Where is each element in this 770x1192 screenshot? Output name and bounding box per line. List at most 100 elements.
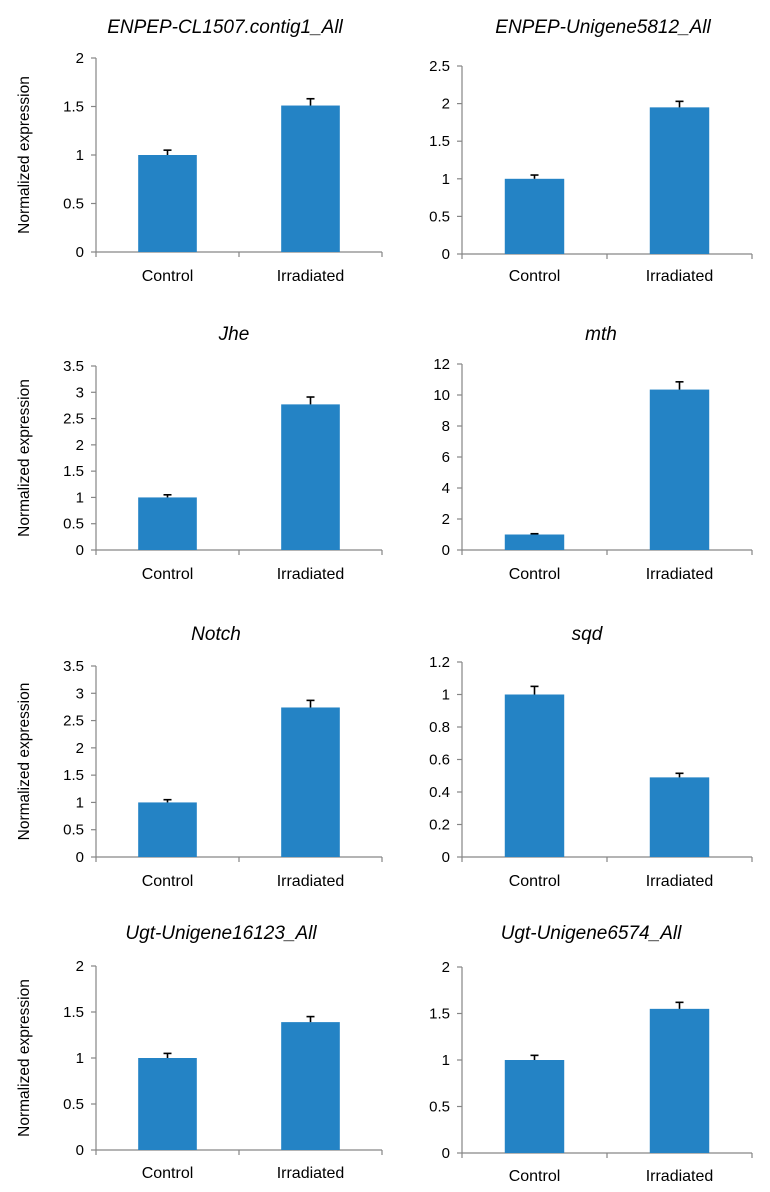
chart-title: Notch bbox=[191, 624, 241, 645]
bar-irradiated bbox=[649, 107, 710, 254]
y-tick-label: 0.5 bbox=[63, 822, 84, 839]
chart-title: ENPEP-Unigene5812_All bbox=[495, 17, 711, 38]
bar-irradiated bbox=[649, 1008, 710, 1153]
x-category-label: Control bbox=[142, 873, 194, 890]
bar-control bbox=[504, 178, 565, 254]
bar-irradiated bbox=[281, 404, 340, 550]
chart-title: Ugt-Unigene6574_All bbox=[501, 923, 682, 944]
y-tick-label: 2 bbox=[76, 50, 84, 67]
y-tick-label: 0.2 bbox=[429, 817, 450, 834]
bar-irradiated bbox=[281, 105, 340, 252]
y-tick-label: 8 bbox=[442, 418, 450, 435]
y-axis-label: Normalized expression bbox=[16, 379, 33, 537]
bar-control bbox=[138, 155, 197, 252]
y-tick-label: 0 bbox=[442, 246, 450, 263]
y-tick-label: 2 bbox=[76, 958, 84, 975]
y-tick-label: 2 bbox=[76, 740, 84, 757]
y-tick-label: 4 bbox=[442, 480, 450, 497]
x-category-label: Irradiated bbox=[277, 1165, 345, 1182]
bar-control bbox=[138, 1058, 197, 1150]
y-axis-label: Normalized expression bbox=[16, 76, 33, 234]
y-tick-label: 10 bbox=[433, 387, 450, 404]
y-axis-label: Normalized expression bbox=[16, 979, 33, 1137]
y-tick-label: 3.5 bbox=[63, 358, 84, 375]
y-tick-label: 1.5 bbox=[63, 1004, 84, 1021]
chart-panel: Ugt-Unigene16123_All Normalized expressio… bbox=[16, 923, 383, 1182]
y-tick-label: 1.5 bbox=[63, 767, 84, 784]
bar-irradiated bbox=[649, 389, 710, 550]
bar-irradiated bbox=[281, 707, 340, 857]
y-tick-label: 0 bbox=[76, 542, 84, 559]
y-tick-label: 2.5 bbox=[63, 713, 84, 730]
x-category-label: Control bbox=[142, 566, 194, 583]
y-tick-label: 1 bbox=[76, 147, 84, 164]
bar-control bbox=[138, 497, 197, 550]
y-tick-label: 2 bbox=[442, 96, 450, 113]
x-category-label: Irradiated bbox=[646, 1168, 714, 1185]
chart-panel: Notch Normalized expression 0 0.5 1 1.5 2 2.5 3 3… bbox=[16, 624, 383, 890]
y-tick-label: 3 bbox=[76, 685, 84, 702]
y-tick-label: 1 bbox=[76, 1050, 84, 1067]
y-tick-label: 2 bbox=[442, 959, 450, 976]
y-tick-label: 1 bbox=[442, 687, 450, 704]
y-tick-label: 1.5 bbox=[63, 99, 84, 116]
y-tick-label: 0.8 bbox=[429, 719, 450, 736]
y-tick-label: 1.2 bbox=[429, 654, 450, 671]
chart-panel: Ugt-Unigene6574_All 0 0.5 1 1.5 2 Control Irrad… bbox=[429, 923, 753, 1185]
x-category-label: Control bbox=[509, 268, 561, 285]
y-tick-label: 2.5 bbox=[63, 411, 84, 428]
chart-title: Ugt-Unigene16123_All bbox=[125, 923, 317, 944]
chart-panel: sqd 0 0.2 0.4 0.6 0.8 1 1.2 Control Irradiated bbox=[429, 624, 753, 890]
chart-title: Jhe bbox=[218, 324, 250, 345]
chart-panel: mth 0 2 4 6 8 10 12 Control Irradiated bbox=[433, 324, 753, 583]
x-category-label: Irradiated bbox=[646, 566, 714, 583]
y-tick-label: 1.5 bbox=[429, 1006, 450, 1023]
y-tick-label: 1 bbox=[442, 1052, 450, 1069]
y-tick-label: 2 bbox=[442, 511, 450, 528]
y-tick-label: 0 bbox=[76, 1142, 84, 1159]
y-tick-label: 1.5 bbox=[63, 463, 84, 480]
y-tick-label: 3 bbox=[76, 384, 84, 401]
y-tick-label: 1.5 bbox=[429, 133, 450, 150]
chart-panel: ENPEP-CL1507.contig1_All Normalized expre… bbox=[16, 17, 383, 285]
y-tick-label: 12 bbox=[433, 356, 450, 373]
x-category-label: Control bbox=[509, 873, 561, 890]
x-category-label: Irradiated bbox=[277, 873, 345, 890]
x-category-label: Irradiated bbox=[646, 873, 714, 890]
y-tick-label: 0.5 bbox=[63, 516, 84, 533]
y-tick-label: 1 bbox=[76, 489, 84, 506]
y-tick-label: 0 bbox=[442, 1145, 450, 1162]
bar-control bbox=[504, 1060, 565, 1153]
y-tick-label: 6 bbox=[442, 449, 450, 466]
chart-title: ENPEP-CL1507.contig1_All bbox=[107, 17, 343, 38]
chart-panel: Jhe Normalized expression 0 0.5 1 1.5 2 2.5 3 3.5… bbox=[16, 324, 383, 583]
x-category-label: Irradiated bbox=[646, 268, 714, 285]
y-tick-label: 0.5 bbox=[63, 196, 84, 213]
y-tick-label: 1 bbox=[442, 171, 450, 188]
bar-control bbox=[138, 802, 197, 857]
y-tick-label: 1 bbox=[76, 794, 84, 811]
y-tick-label: 0.5 bbox=[429, 1099, 450, 1116]
y-tick-label: 3.5 bbox=[63, 658, 84, 675]
x-category-label: Irradiated bbox=[277, 268, 345, 285]
x-category-label: Control bbox=[509, 566, 561, 583]
y-axis-label: Normalized expression bbox=[16, 683, 33, 841]
y-tick-label: 0.4 bbox=[429, 784, 450, 801]
chart-title: sqd bbox=[572, 624, 604, 645]
bar-control bbox=[504, 694, 565, 857]
y-tick-label: 2.5 bbox=[429, 58, 450, 75]
x-category-label: Control bbox=[142, 1165, 194, 1182]
x-category-label: Control bbox=[509, 1168, 561, 1185]
bar-control bbox=[504, 534, 565, 550]
y-tick-label: 0.6 bbox=[429, 752, 450, 769]
chart-title: mth bbox=[585, 324, 617, 345]
y-tick-label: 0 bbox=[76, 849, 84, 866]
bar-irradiated bbox=[649, 777, 710, 857]
y-tick-label: 0 bbox=[442, 849, 450, 866]
x-category-label: Control bbox=[142, 268, 194, 285]
chart-panel: ENPEP-Unigene5812_All 0 0.5 1 1.5 2 2.5 Control… bbox=[429, 17, 753, 285]
x-category-label: Irradiated bbox=[277, 566, 345, 583]
y-tick-label: 2 bbox=[76, 437, 84, 454]
y-tick-label: 0.5 bbox=[63, 1096, 84, 1113]
